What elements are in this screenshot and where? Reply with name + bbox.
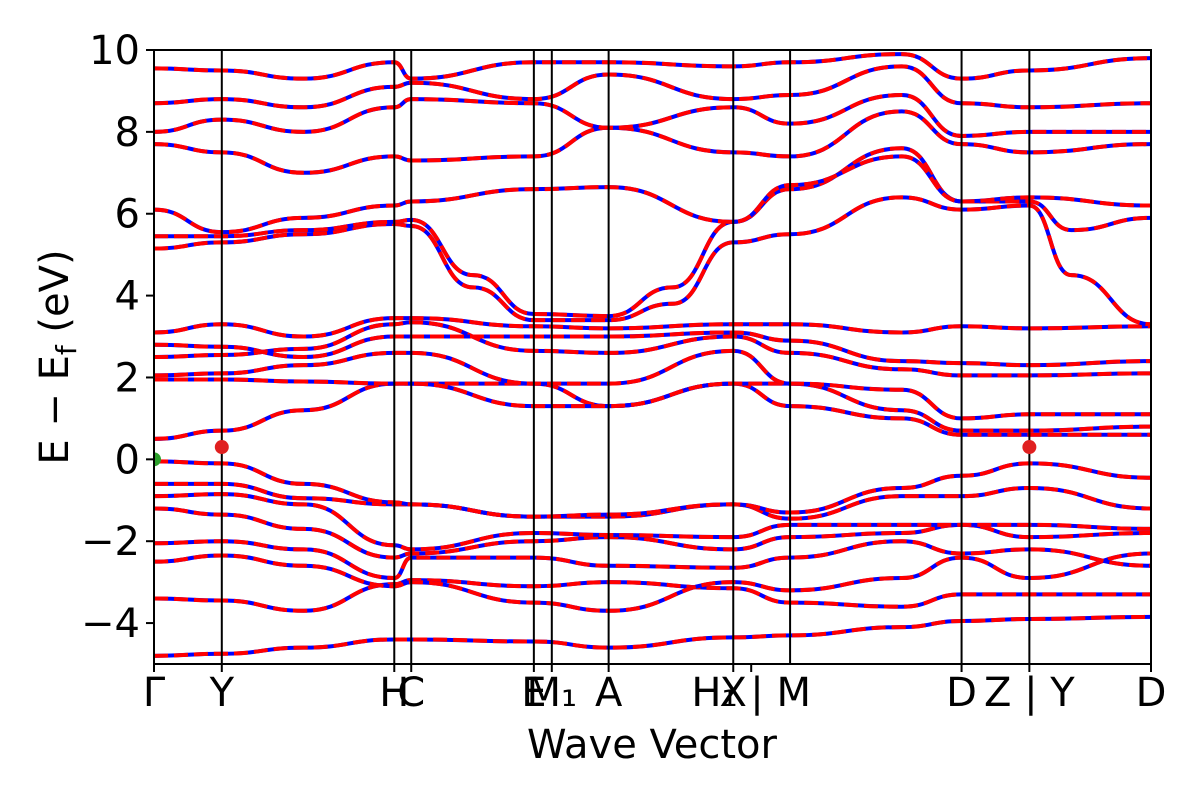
- band-18-blue: [154, 93, 1151, 138]
- y-axis-label-unit: (eV): [32, 249, 78, 345]
- band-0-blue: [154, 614, 1151, 658]
- y-axis-label-main: E − E: [32, 355, 78, 465]
- y-tick-label: −2: [81, 519, 140, 565]
- marker-2: [1022, 440, 1037, 455]
- x-tick-label: D: [946, 670, 977, 716]
- x-tick-label: Y: [209, 670, 235, 716]
- x-tick-label: H₁ | M: [691, 670, 811, 716]
- x-tick-label: M₁: [527, 670, 578, 716]
- y-tick-label: 8: [115, 110, 140, 156]
- band-11-red: [154, 320, 1151, 378]
- bands-layer: [154, 52, 1151, 658]
- y-tick-label: 10: [89, 28, 140, 74]
- x-tick-label: C: [397, 670, 425, 716]
- x-tick-label: A: [595, 670, 623, 716]
- band-6-red: [154, 481, 1151, 521]
- markers-layer: [154, 440, 1037, 467]
- band-20-red: [154, 52, 1151, 81]
- x-axis-label: Wave Vector: [527, 722, 778, 768]
- band-9-red: [154, 377, 1151, 433]
- band-17-red: [154, 109, 1151, 175]
- band-2-red: [154, 551, 1151, 613]
- x-tick-label: Γ: [143, 670, 166, 716]
- band-9-blue: [154, 377, 1151, 433]
- y-axis-label: E − Ef (eV): [32, 249, 83, 464]
- marker-1: [214, 440, 229, 455]
- band-12-red: [154, 330, 1151, 368]
- y-tick-label: −4: [81, 601, 140, 647]
- y-ticks: −4 −2 0 2 4 6 8 10: [81, 28, 154, 647]
- y-tick-label: 6: [115, 192, 140, 238]
- y-tick-label: 4: [115, 274, 140, 320]
- band-0-red: [154, 614, 1151, 658]
- x-tick-label: X: [720, 670, 747, 716]
- x-tick-label: E: [521, 670, 546, 716]
- plot-frame: [153, 49, 1152, 665]
- y-axis-label-sub: f: [50, 344, 83, 355]
- band-15-red: [154, 146, 1151, 319]
- x-tick-label: D: [1136, 670, 1167, 716]
- x-tick-label: H: [379, 670, 409, 716]
- x-tick-label: Z | Y: [984, 670, 1075, 716]
- band-18-red: [154, 93, 1151, 138]
- band-1-red: [154, 578, 1151, 613]
- y-tick-label: 0: [115, 437, 140, 483]
- marker-0: [154, 452, 161, 467]
- band-14-red: [154, 195, 1151, 327]
- band-17-blue: [154, 109, 1151, 175]
- band-16-red: [154, 154, 1151, 235]
- y-tick-label: 2: [115, 355, 140, 401]
